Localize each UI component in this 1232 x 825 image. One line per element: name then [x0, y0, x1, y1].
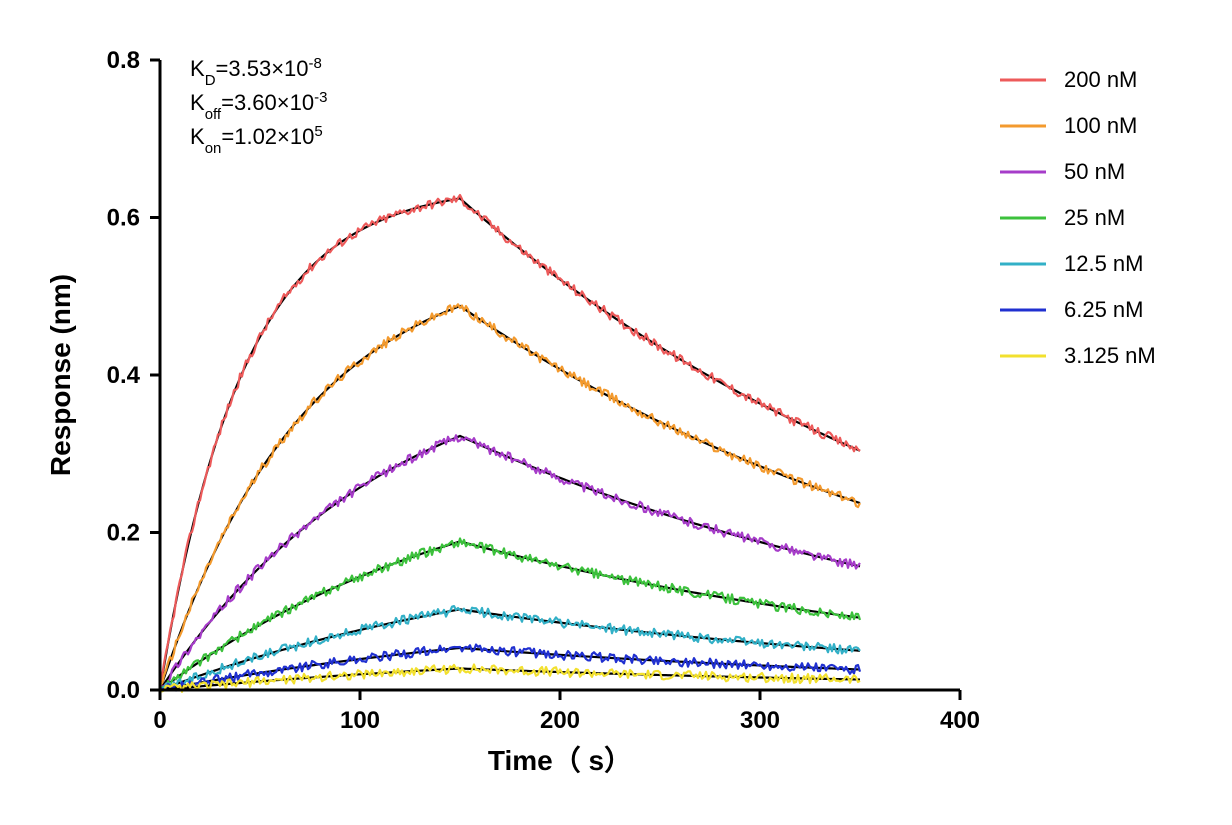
legend-label: 50 nM — [1064, 159, 1125, 184]
legend-label: 6.25 nM — [1064, 297, 1144, 322]
y-tick-label: 0.4 — [107, 362, 141, 389]
legend-label: 12.5 nM — [1064, 251, 1144, 276]
kinetics-chart: 0 100 200 300 400 0.0 0.2 0.4 0.6 0.8 Time（ s） Resp… — [0, 0, 1232, 825]
x-tick-label: 300 — [740, 707, 780, 734]
x-axis-title: Time（ s） — [488, 744, 632, 776]
legend-label: 3.125 nM — [1064, 343, 1156, 368]
x-tick-label: 400 — [940, 707, 980, 734]
y-tick-label: 0.2 — [107, 520, 140, 547]
y-tick-label: 0.6 — [107, 205, 140, 232]
legend-label: 100 nM — [1064, 113, 1137, 138]
x-tick-label: 0 — [153, 707, 166, 734]
y-tick-label: 0.8 — [107, 47, 140, 74]
x-tick-label: 200 — [540, 707, 580, 734]
x-tick-label: 100 — [340, 707, 380, 734]
y-axis-title: Response (nm) — [45, 274, 76, 476]
y-tick-label: 0.0 — [107, 677, 140, 704]
legend-label: 200 nM — [1064, 67, 1137, 92]
legend-label: 25 nM — [1064, 205, 1125, 230]
